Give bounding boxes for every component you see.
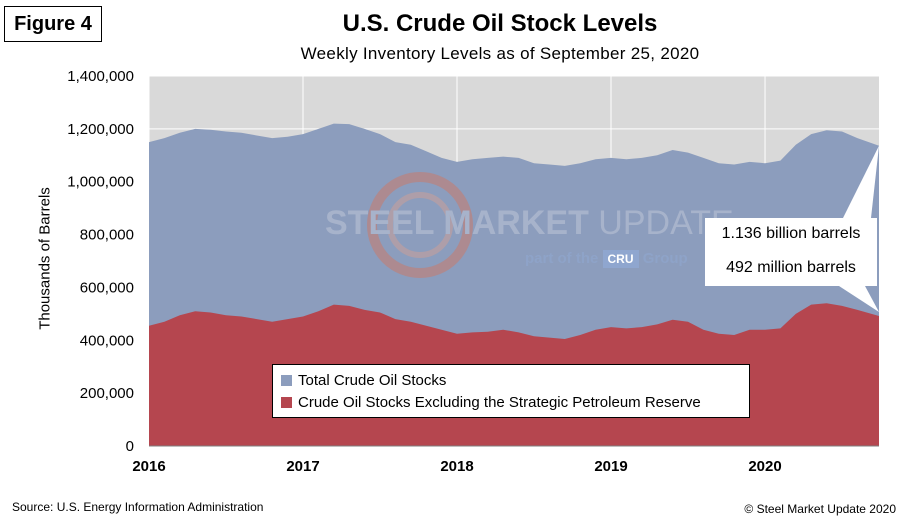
x-tick-label: 2020: [748, 458, 781, 475]
x-tick-label: 2017: [286, 458, 319, 475]
source-note: Source: U.S. Energy Information Administ…: [12, 500, 264, 514]
y-tick-label: 1,000,000: [67, 174, 134, 191]
legend-label-total: Total Crude Oil Stocks: [298, 371, 447, 389]
legend-item-total: Total Crude Oil Stocks: [281, 369, 741, 391]
legend: Total Crude Oil Stocks Crude Oil Stocks …: [272, 364, 750, 418]
figure-label: Figure 4: [4, 6, 102, 42]
y-tick-label: 400,000: [80, 332, 134, 349]
legend-item-ex-spr: Crude Oil Stocks Excluding the Strategic…: [281, 391, 741, 413]
legend-label-ex-spr: Crude Oil Stocks Excluding the Strategic…: [298, 393, 701, 411]
x-tick-labels: 2016 2017 2018 2019 2020: [132, 458, 781, 475]
copyright-note: © Steel Market Update 2020: [744, 502, 896, 516]
legend-swatch-ex-spr: [281, 396, 292, 408]
x-tick-label: 2016: [132, 458, 165, 475]
legend-swatch-total: [281, 374, 292, 386]
x-tick-label: 2018: [440, 458, 473, 475]
callout-pointer-total: [843, 145, 879, 218]
callout-ex-spr: 492 million barrels: [705, 252, 877, 286]
callout-pointer-ex-spr: [839, 286, 879, 312]
y-tick-label: 1,400,000: [67, 68, 134, 85]
callout-pointers: [839, 145, 879, 312]
y-tick-label: 200,000: [80, 385, 134, 402]
y-tick-label: 800,000: [80, 227, 134, 244]
chart-title: U.S. Crude Oil Stock Levels: [342, 10, 658, 37]
callout-total: 1.136 billion barrels: [705, 218, 877, 252]
y-tick-label: 0: [126, 438, 134, 455]
y-tick-label: 1,200,000: [67, 121, 134, 138]
y-tick-labels: 0 200,000 400,000 600,000 800,000 1,000,000 1,…: [67, 68, 134, 455]
chart-subtitle: Weekly Inventory Levels as of September …: [300, 44, 700, 63]
y-tick-label: 600,000: [80, 279, 134, 296]
x-tick-label: 2019: [594, 458, 627, 475]
